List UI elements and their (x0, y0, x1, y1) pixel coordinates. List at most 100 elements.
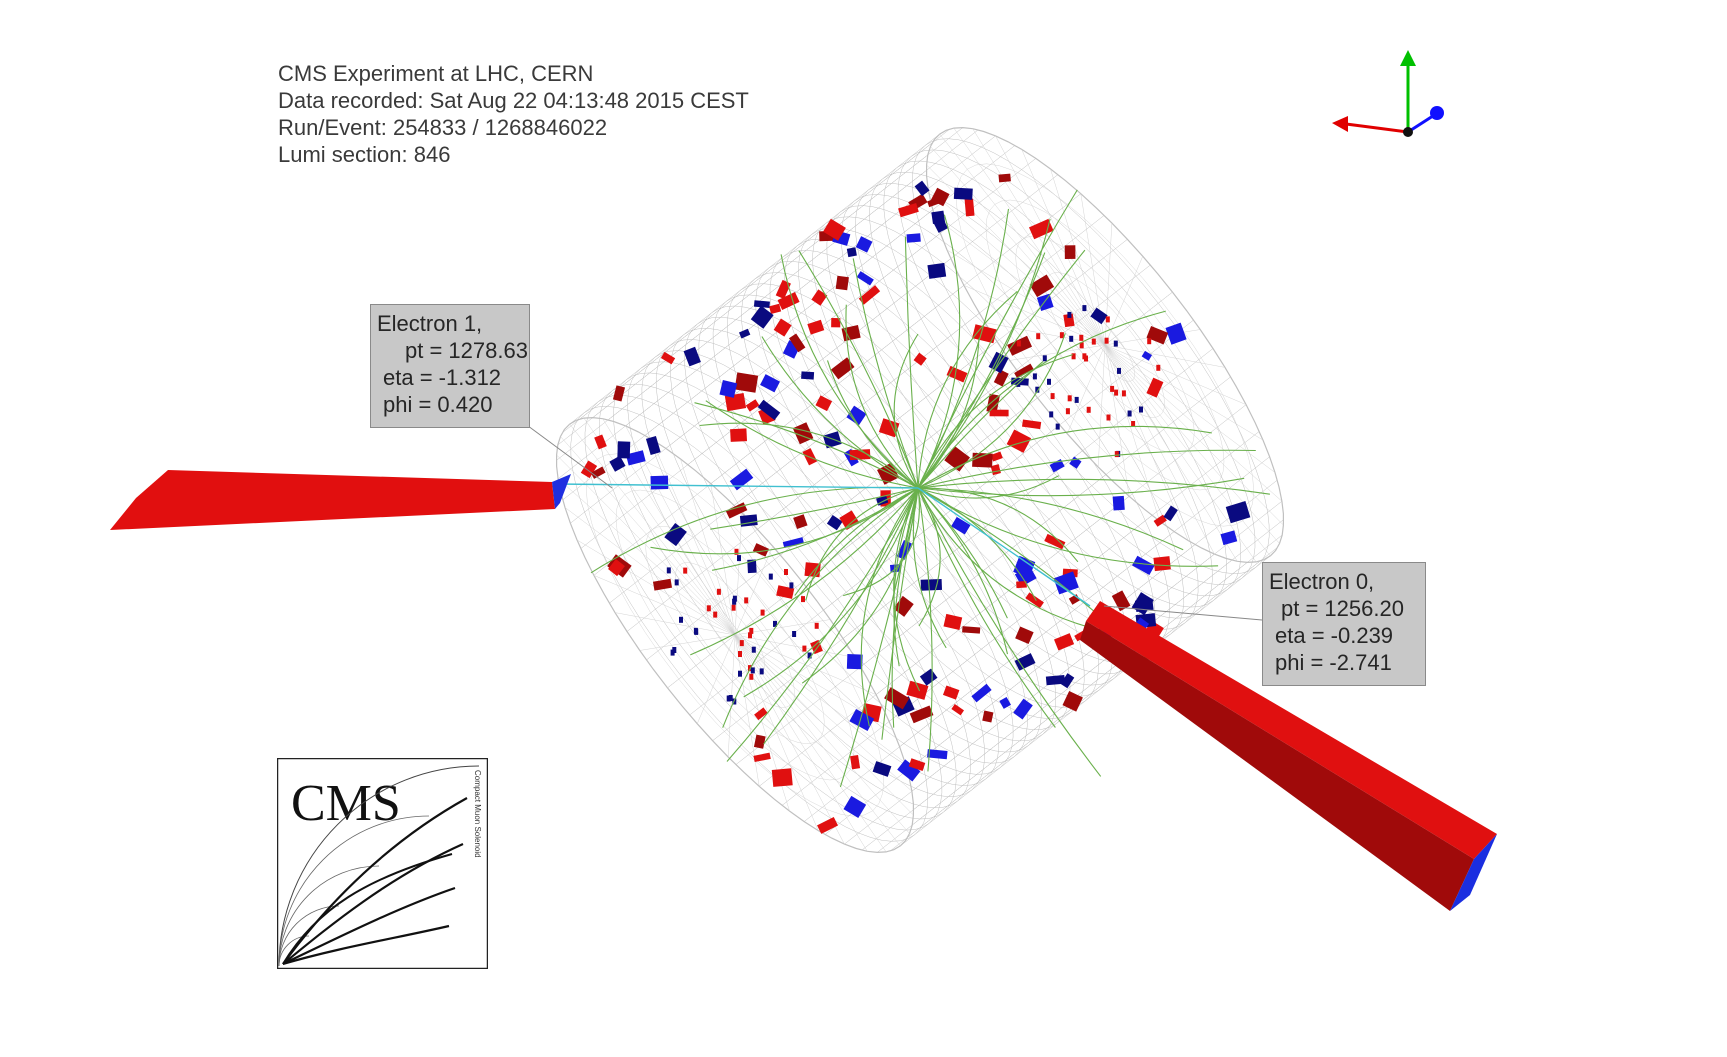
calorimeter-tower (1049, 459, 1065, 473)
calorimeter-tower (953, 187, 973, 200)
lumi-section: Lumi section: 846 (278, 142, 451, 167)
calorimeter-tower (625, 450, 646, 466)
calorimeter-tower (752, 543, 769, 557)
charged-track (917, 354, 1074, 489)
calorimeter-tower (580, 460, 598, 479)
calorimeter-tower (846, 405, 867, 426)
endcap-hit-back (1047, 378, 1051, 385)
endcap-ring-front (675, 562, 795, 708)
endcap-hit-back (1084, 355, 1088, 362)
electron-0-leader (1103, 605, 1263, 621)
endcap-hit-back (1074, 396, 1079, 403)
cylinder-line (781, 515, 1153, 806)
calorimeter-tower (920, 579, 943, 591)
calorimeter-tower (1016, 581, 1027, 589)
calorimeter-towers (580, 173, 1251, 834)
charged-track (917, 189, 1078, 489)
calorimeter-tower (1015, 626, 1034, 645)
calorimeter-tower (1064, 245, 1076, 259)
calorimeter-tower (612, 385, 626, 402)
cylinder-line (712, 450, 1083, 741)
charged-track (763, 487, 919, 745)
calorimeter-tower (951, 704, 965, 716)
charged-track (690, 487, 919, 656)
cylinder-line (646, 369, 1017, 661)
endcap-hit-front (748, 632, 752, 639)
calorimeter-tower (971, 683, 992, 703)
calorimeter-tower (745, 399, 760, 412)
endcap-hit-back (1106, 414, 1111, 421)
calorimeter-tower (617, 441, 631, 459)
endcap-ring-back (985, 199, 1225, 491)
charged-track (917, 487, 1102, 777)
endcap-hit-back (1086, 406, 1091, 413)
cms-logo-subtitle: Compact Muon Solenoid (473, 770, 482, 858)
charged-track (917, 487, 1118, 635)
electron-0-pt: pt = 1256.20 (1281, 596, 1404, 621)
cms-logo-text: CMS (291, 775, 401, 832)
calorimeter-tower (1090, 307, 1108, 325)
calorimeter-tower (801, 371, 815, 380)
electron-1-track (555, 483, 919, 489)
electron-0-label: Electron 0, pt = 1256.20 eta = -0.239 phi =… (1262, 562, 1426, 686)
endcap-hit-front (693, 627, 698, 634)
charged-track (917, 310, 1166, 489)
calorimeter-tower (1014, 363, 1034, 379)
endcap-hit-back (1067, 311, 1072, 318)
calorimeter-tower (942, 685, 960, 700)
calorimeter-tower (1062, 690, 1083, 712)
endcap-hit-back (1156, 364, 1161, 371)
electron-0-jet-cap (1450, 834, 1497, 911)
calorimeter-tower (777, 291, 800, 310)
endcap-hit-back (1104, 337, 1109, 344)
endcap-hit-back (1079, 334, 1084, 341)
calorimeter-tower (776, 585, 795, 599)
electron-1-jet-cap (552, 474, 571, 509)
charged-track (743, 487, 919, 698)
calorimeter-tower (724, 392, 747, 412)
charged-track (917, 449, 1256, 489)
charged-track (917, 478, 1270, 495)
endcap-hit-front (802, 645, 807, 652)
charged-track (917, 425, 1212, 489)
charged-track (798, 250, 919, 489)
y-axis-arrow (1400, 50, 1416, 66)
calorimeter-tower (1112, 495, 1125, 511)
charged-track (860, 487, 919, 727)
calorimeter-tower (782, 537, 804, 549)
electron-1-title: Electron 1, (377, 311, 483, 336)
cylinder-line (844, 553, 1215, 845)
endcap-hit-front (738, 651, 742, 657)
calorimeter-tower (877, 462, 900, 485)
calorimeter-tower (1025, 592, 1044, 609)
charged-track (780, 254, 919, 489)
endcap-ring-front (615, 489, 855, 781)
endcap-hit-front (739, 640, 744, 647)
endcap-hit-back (1117, 367, 1121, 374)
calorimeter-tower (951, 516, 971, 535)
electron-1-phi: phi = 0.420 (383, 392, 493, 417)
endcap-hit-front (768, 573, 773, 580)
charged-track (893, 487, 921, 692)
endcap-hit-front (674, 579, 679, 586)
calorimeter-tower (1165, 322, 1187, 345)
calorimeter-tower (1053, 571, 1079, 595)
endcap-ring-back (955, 163, 1255, 527)
electron-1-leader (519, 419, 613, 489)
endcap-hit-back (1082, 305, 1087, 312)
endcap-hit-front (706, 605, 711, 612)
calorimeter-tower (906, 233, 921, 243)
endcap-hit-front (801, 596, 805, 603)
endcap-hit-front (789, 582, 794, 589)
endcap-ring-back (1045, 272, 1165, 418)
electron-jets (110, 470, 1497, 911)
endcap-hit-front (760, 609, 765, 616)
calorimeter-tower (738, 328, 751, 339)
charged-track (852, 258, 919, 489)
calorimeter-tower (1060, 673, 1075, 689)
cylinder-line (824, 544, 1196, 835)
calorimeter-tower (788, 333, 806, 353)
calorimeter-tower (919, 668, 938, 686)
calorimeter-tower (964, 198, 975, 217)
calorimeter-tower (729, 468, 754, 491)
